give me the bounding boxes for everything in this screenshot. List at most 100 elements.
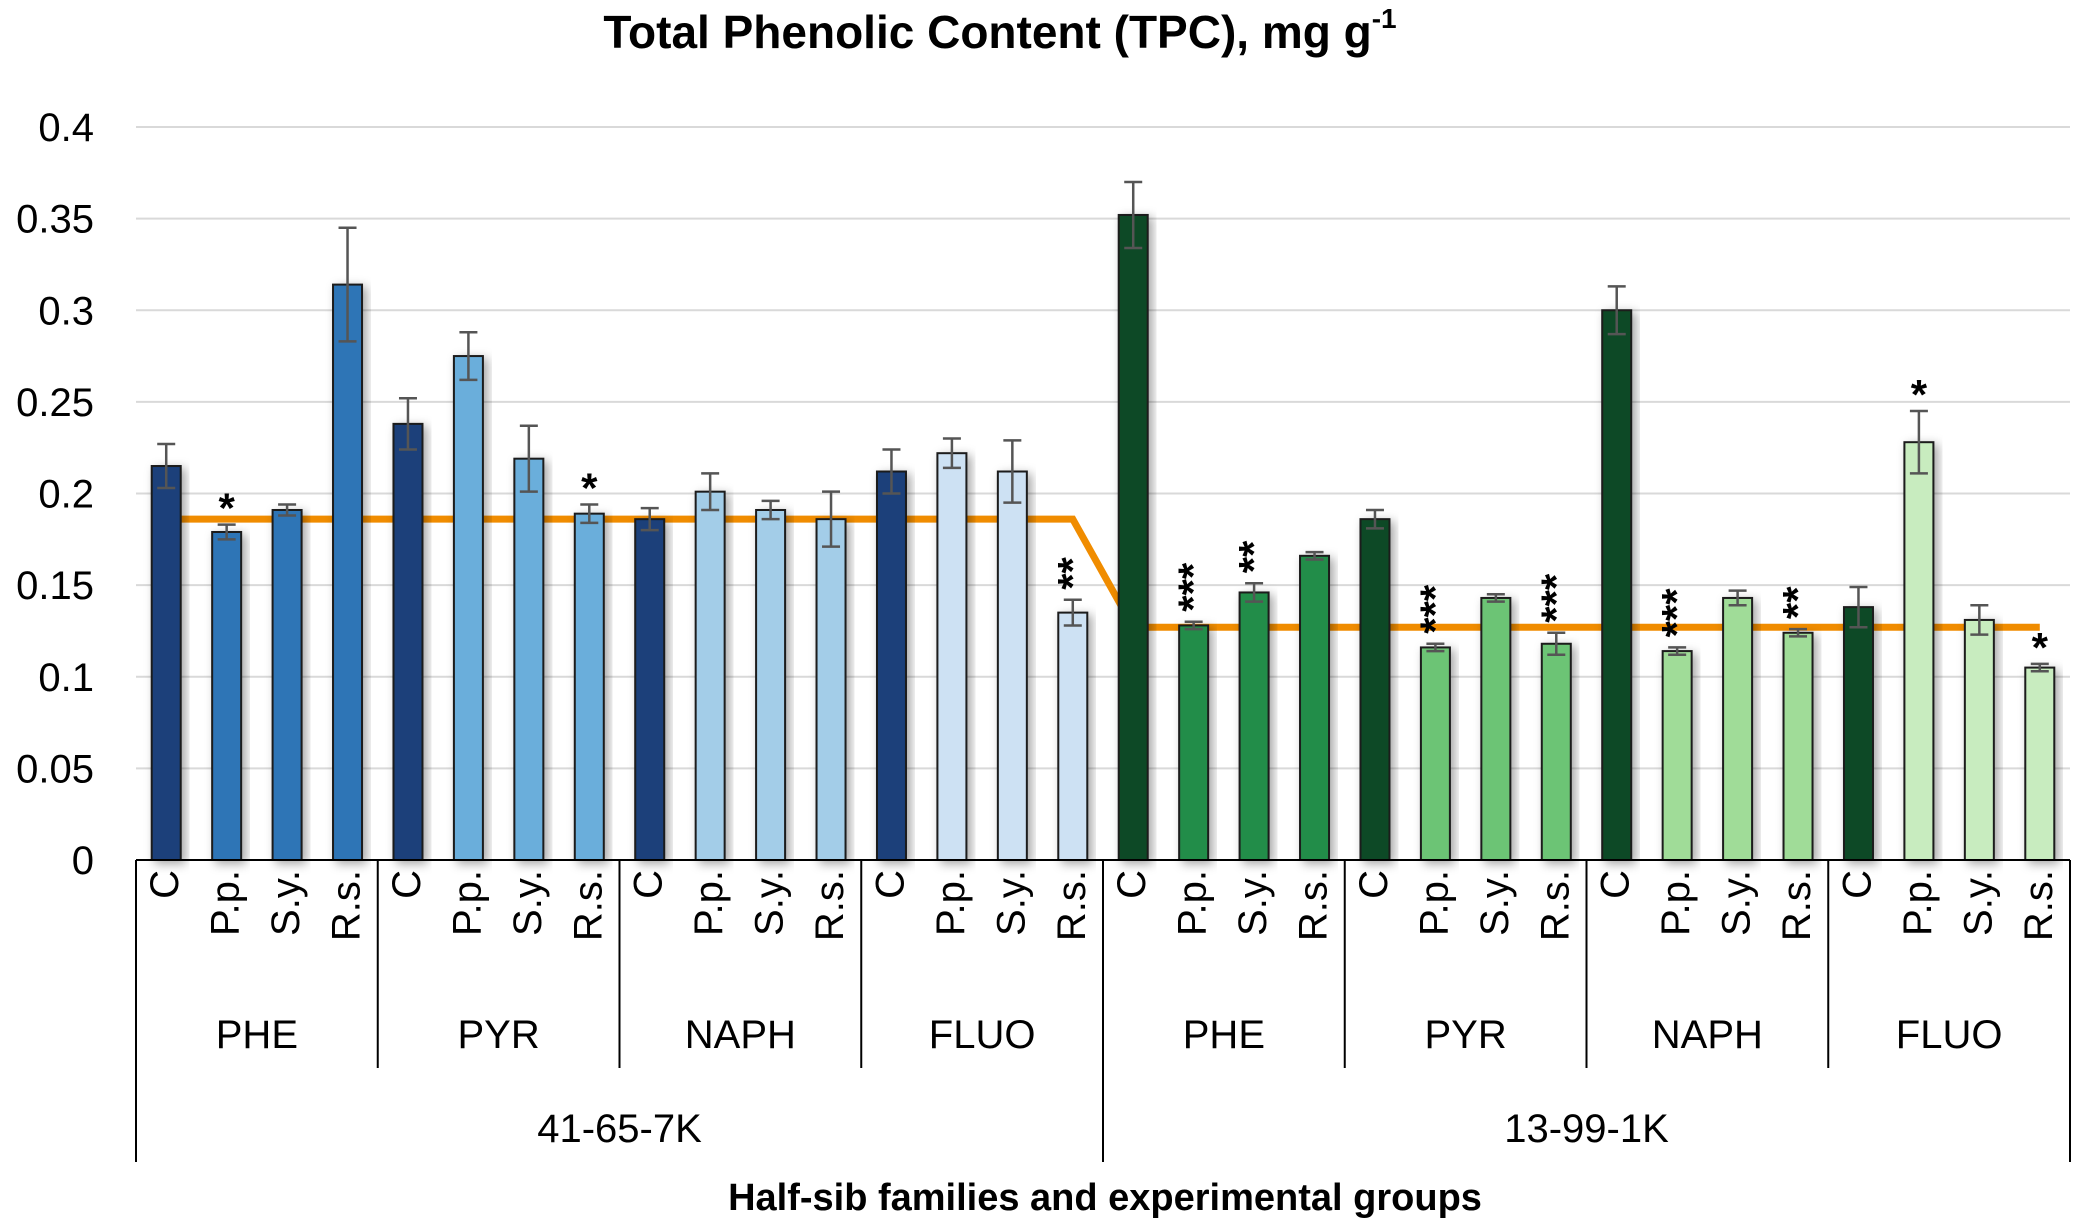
group-label: NAPH (1652, 1013, 1763, 1057)
treatment-label: P.p. (929, 870, 973, 936)
treatment-label: R.s. (2017, 870, 2061, 941)
y-tick-label: 0.05 (16, 747, 94, 791)
chart-title-superscript: -1 (1372, 3, 1397, 34)
y-tick-label: 0.4 (38, 106, 94, 150)
family-label: 13-99-1K (1504, 1107, 1669, 1151)
axes: 0 0.05 0.1 0.15 0.2 0.25 0.3 0.35 0.4 C P.p. S.y. R.… (16, 106, 2071, 1162)
treatment-label: R.s. (325, 870, 369, 941)
group-label: PHE (216, 1013, 298, 1057)
treatment-label: R.s. (1292, 870, 1336, 941)
bar (996, 470, 1028, 861)
bar (1722, 596, 1754, 861)
treatment-label: C (385, 870, 429, 899)
treatment-label: P.p. (1896, 870, 1940, 936)
significance-label: *** (1170, 562, 1217, 612)
bar (1963, 618, 1995, 861)
bars: * *** ******** *** *** **** (150, 180, 2056, 862)
bar (271, 508, 303, 861)
group-label: PYR (458, 1013, 540, 1057)
significance-label: *** (1532, 573, 1579, 623)
y-tick-label: 0 (72, 839, 94, 883)
significance-label: ** (1049, 556, 1096, 589)
treatment-label: P.p. (1412, 870, 1456, 936)
treatment-label: S.y. (748, 870, 792, 936)
treatment-label: C (143, 870, 187, 899)
treatment-label: S.y. (1473, 870, 1517, 936)
bar (1419, 646, 1451, 861)
group-label: PYR (1425, 1013, 1507, 1057)
treatment-label: R.s. (566, 870, 610, 941)
treatment-label: S.y. (506, 870, 550, 936)
bar (1601, 309, 1633, 861)
treatment-label: P.p. (1654, 870, 1698, 936)
bar (150, 465, 182, 861)
reference-line (166, 515, 2040, 631)
bar (1782, 631, 1814, 862)
significance-label: *** (1411, 584, 1458, 634)
significance-label: * (218, 485, 235, 532)
treatment-label: S.y. (989, 870, 1033, 936)
bar (1299, 554, 1331, 861)
significance-label: * (1911, 371, 1928, 418)
group-label: FLUO (929, 1013, 1036, 1057)
treatment-label: C (1110, 870, 1154, 899)
chart-title: Total Phenolic Content (TPC), mg g-1 (603, 3, 1396, 58)
significance-label: ** (1230, 540, 1277, 573)
group-label: FLUO (1896, 1013, 2003, 1057)
gridlines (136, 126, 2070, 770)
y-tick-label: 0.35 (16, 198, 94, 242)
bar (1238, 591, 1270, 862)
bar (332, 283, 364, 862)
bar (694, 490, 726, 861)
treatment-label: R.s. (1050, 870, 1094, 941)
bar (815, 518, 847, 862)
bar (573, 512, 605, 861)
bar (1540, 642, 1572, 862)
bar (392, 422, 424, 861)
bar (1480, 596, 1512, 861)
significance-label: * (2032, 624, 2049, 671)
treatment-label: S.y. (264, 870, 308, 936)
bar (1903, 441, 1935, 861)
y-tick-label: 0.2 (38, 473, 94, 517)
treatment-label: C (627, 870, 671, 899)
treatment-label: R.s. (808, 870, 852, 941)
bar (1359, 518, 1391, 862)
y-tick-label: 0.1 (38, 656, 94, 700)
bar (936, 452, 968, 861)
treatment-label: R.s. (1533, 870, 1577, 941)
treatment-label: S.y. (1231, 870, 1275, 936)
bar (211, 530, 243, 861)
bar (452, 355, 484, 861)
bar (1057, 611, 1089, 861)
family-label: 41-65-7K (537, 1107, 702, 1151)
bar (634, 518, 666, 862)
bar (1117, 213, 1149, 861)
reference-line-layer (166, 515, 2040, 631)
bar (755, 508, 787, 861)
treatment-label: P.p. (445, 870, 489, 936)
y-tick-label: 0.25 (16, 381, 94, 425)
treatment-label: P.p. (687, 870, 731, 936)
treatment-label: S.y. (1715, 870, 1759, 936)
bar (1661, 650, 1693, 861)
group-label: PHE (1183, 1013, 1265, 1057)
group-label: NAPH (685, 1013, 796, 1057)
y-tick-label: 0.3 (38, 289, 94, 333)
bar (875, 470, 907, 861)
bar (1178, 624, 1210, 861)
chart-title-text: Total Phenolic Content (TPC), mg g (603, 6, 1371, 58)
treatment-label: S.y. (1956, 870, 2000, 936)
y-tick-label: 0.15 (16, 564, 94, 608)
x-axis-title: Half-sib families and experimental group… (728, 1177, 1482, 1219)
significance-label: * (581, 464, 598, 511)
treatment-label: C (1352, 870, 1396, 899)
treatment-label: P.p. (1171, 870, 1215, 936)
significance-label: *** (1653, 588, 1700, 638)
treatment-label: C (1835, 870, 1879, 899)
bar (513, 457, 545, 861)
treatment-label: P.p. (204, 870, 248, 936)
bar (1842, 606, 1874, 861)
bar (2024, 666, 2056, 862)
